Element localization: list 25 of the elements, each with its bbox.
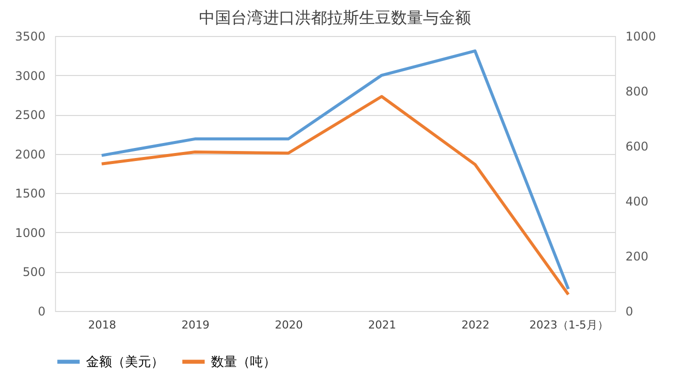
y-tick-label: 500 [22, 265, 46, 280]
y-tick-label: 2500 [14, 108, 46, 122]
y2-tick-label: 200 [626, 250, 648, 264]
y-tick-label: 0 [38, 304, 46, 318]
y-tick-label: 3000 [14, 68, 46, 83]
x-tick-label: 2019 [182, 318, 210, 332]
x-tick-label: 2020 [274, 318, 303, 332]
y2-tick-label: 0 [626, 304, 634, 318]
y-tick-label: 1500 [14, 186, 46, 201]
y2-tick-label: 400 [626, 194, 648, 208]
y-tick-label: 2000 [14, 147, 46, 162]
line-series [100, 95, 570, 296]
x-tick-label: 2021 [368, 318, 396, 332]
chart-title: 中国台湾进口洪都拉斯生豆数量与金额 [199, 8, 471, 27]
x-tick-label: 2018 [88, 318, 116, 332]
y-tick-label: 3500 [14, 30, 46, 44]
y2-tick-label: 1000 [626, 30, 656, 44]
y2-tick-label: 800 [626, 84, 648, 98]
x-tick-label: 2022 [462, 318, 490, 332]
x-tick-label: 2023（1-5月） [529, 318, 608, 332]
legend-label: 数量（吨） [211, 354, 276, 370]
line-series [100, 49, 570, 290]
y2-tick-label: 600 [626, 140, 648, 154]
y-tick-label: 1000 [14, 226, 46, 240]
legend-label: 金额（美元） [86, 354, 164, 370]
